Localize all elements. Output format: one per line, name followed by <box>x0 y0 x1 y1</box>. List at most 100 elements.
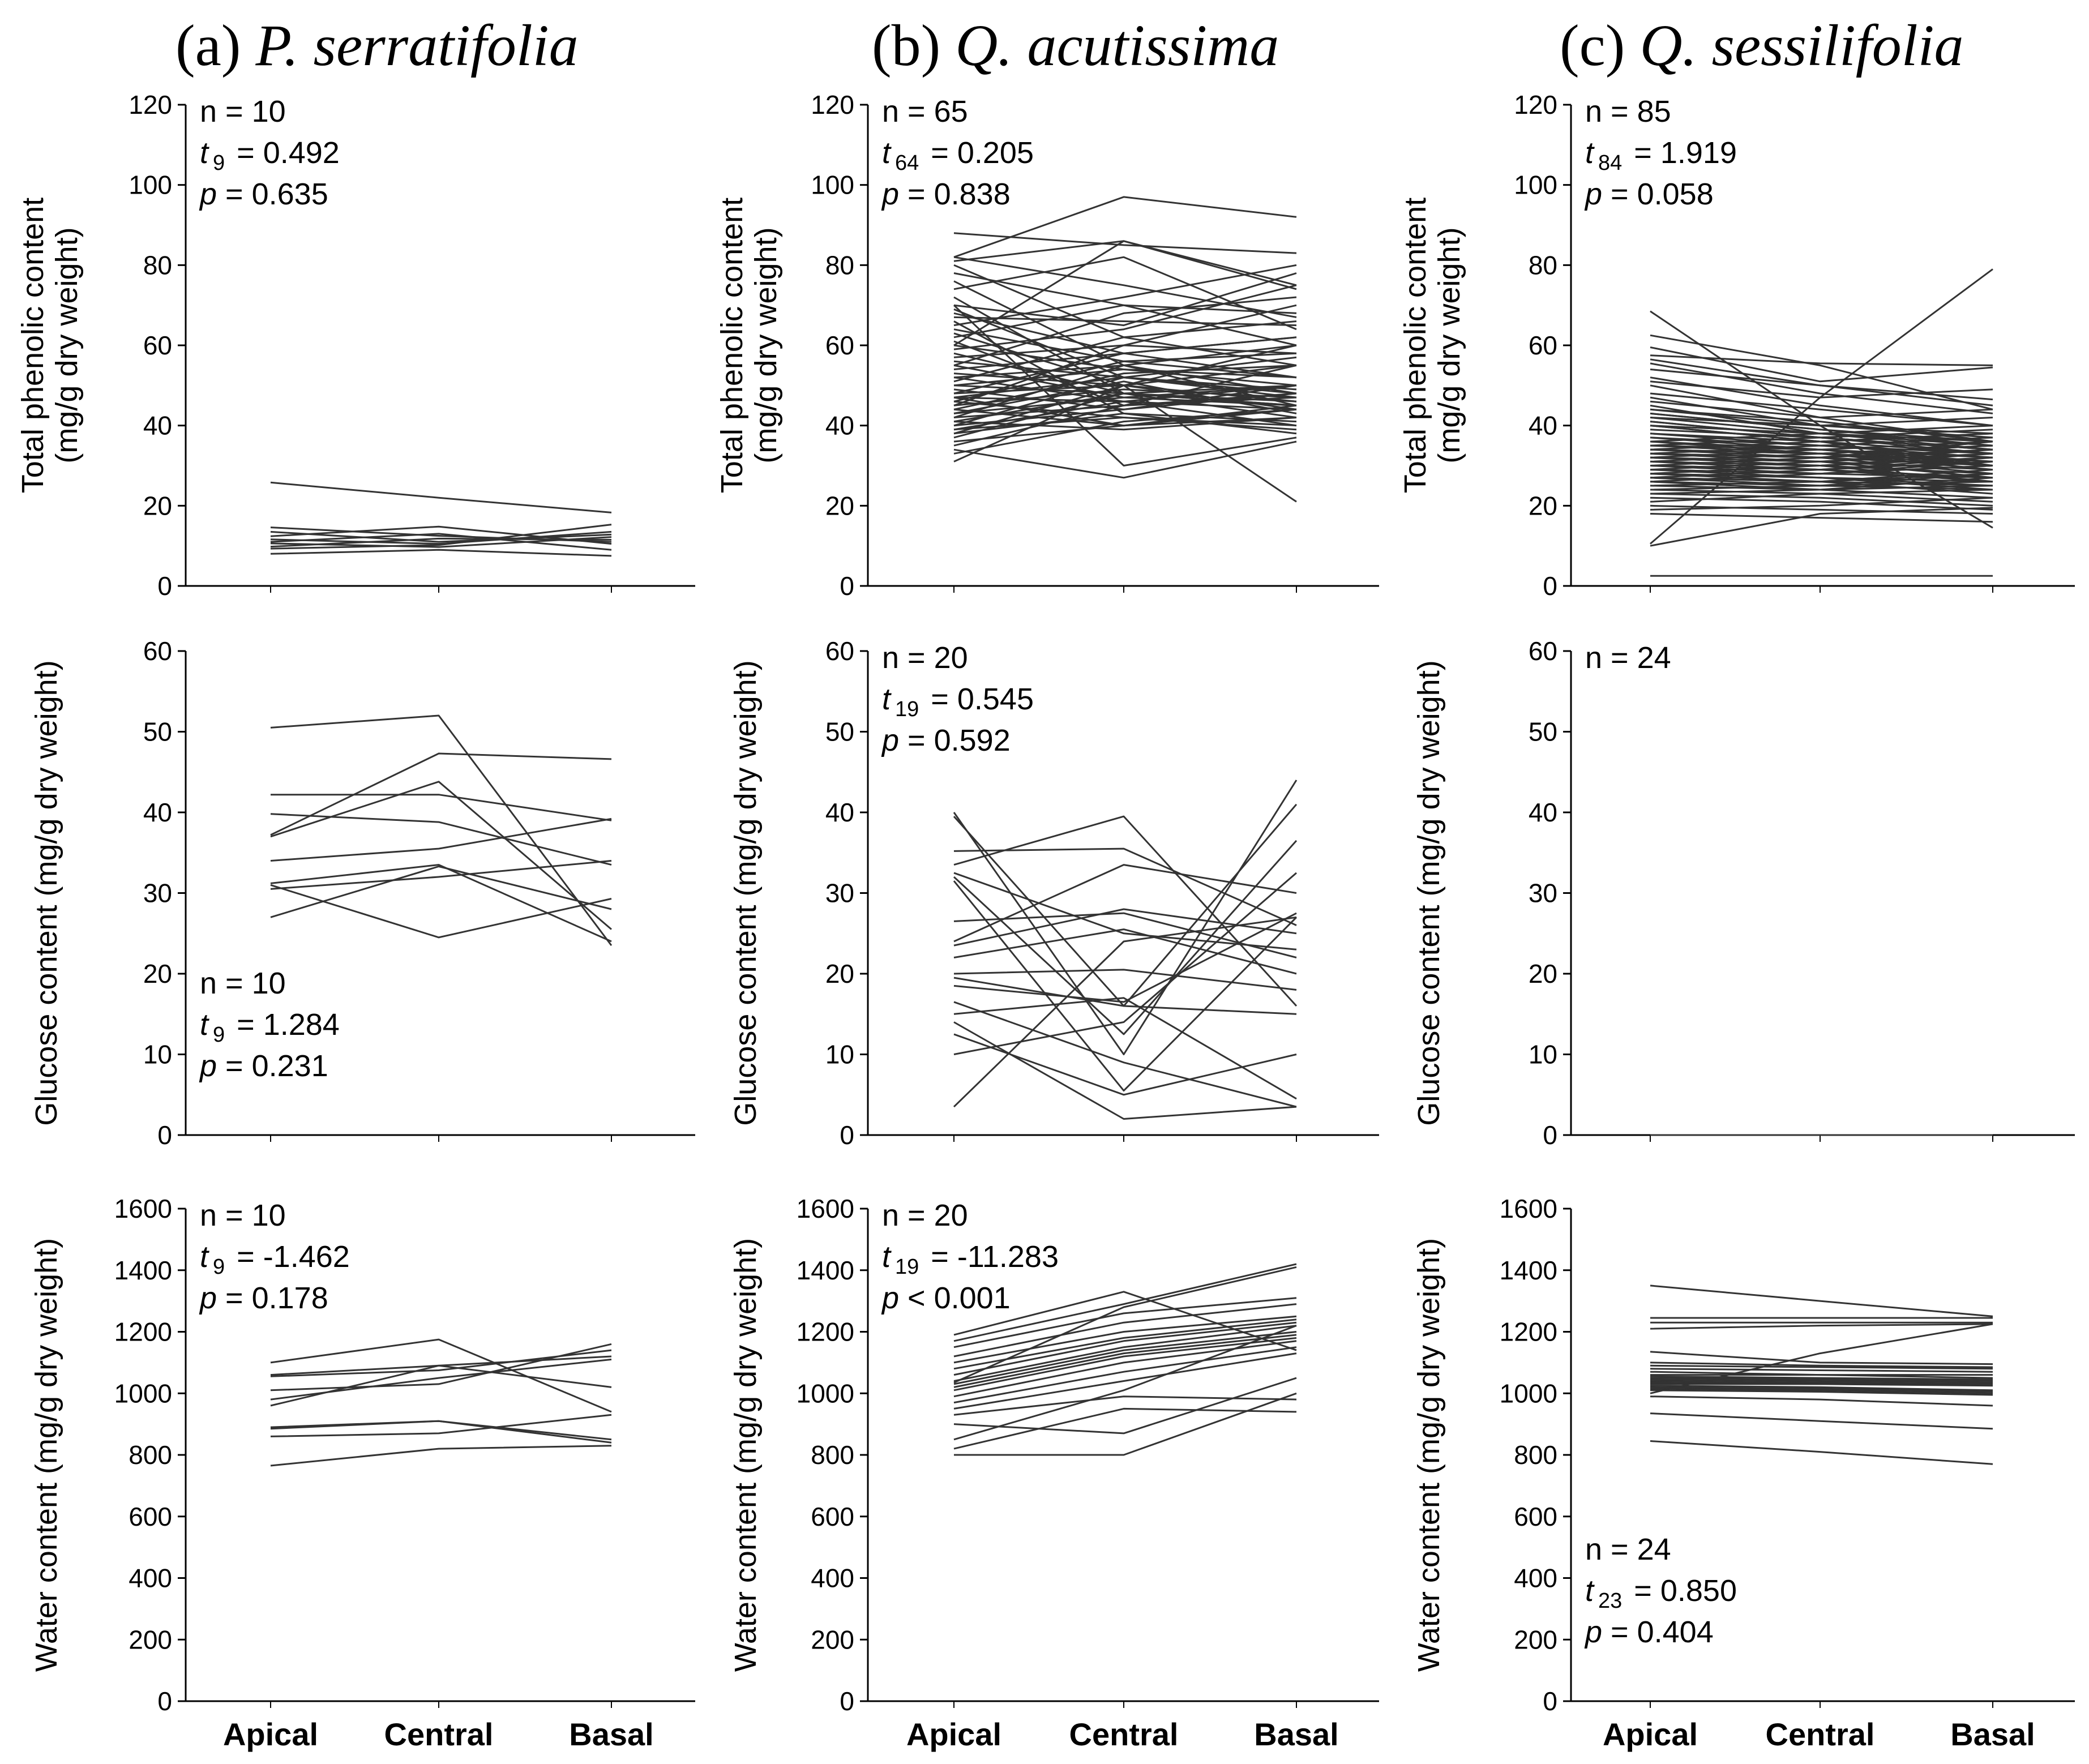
y-tick-label: 60 <box>143 331 172 360</box>
y-tick-label: 600 <box>129 1502 172 1531</box>
y-tick-label: 40 <box>143 411 172 440</box>
series-line <box>953 1033 1297 1096</box>
series-line <box>953 1318 1297 1370</box>
y-tick-label: 1000 <box>797 1378 854 1408</box>
y-tick-label: 100 <box>129 170 172 200</box>
series-line <box>1650 473 1993 487</box>
stat-n: n = 10 <box>200 95 286 129</box>
series-line <box>953 1334 1297 1388</box>
y-tick-label: 800 <box>1514 1440 1557 1470</box>
series-line <box>1650 440 1993 459</box>
y-axis-label: Glucose content (mg/g dry weight) <box>729 660 763 1125</box>
stat-p-value: = 0.231 <box>217 1049 328 1083</box>
y-tick-label: 1200 <box>1500 1317 1557 1347</box>
y-tick-label: 60 <box>1529 331 1557 360</box>
series-line <box>953 305 1297 466</box>
series-line <box>953 320 1297 383</box>
y-axis-label-line: Water content (mg/g dry weight) <box>29 1238 63 1672</box>
series-line <box>953 912 1297 1003</box>
series-line <box>953 847 1297 926</box>
stat-t-df: 64 <box>895 151 919 175</box>
series-line <box>270 1343 612 1391</box>
y-axis-label-line: (mg/g dry weight) <box>749 227 783 463</box>
y-axis-label: Total phenolic content(mg/g dry weight) <box>715 198 783 493</box>
stat-p: p = 0.178 <box>199 1281 328 1315</box>
x-category-label: Basal <box>569 1716 653 1752</box>
y-tick-label: 120 <box>811 90 854 119</box>
y-tick-label: 1000 <box>114 1378 172 1408</box>
stat-t-value: = 0.850 <box>1625 1574 1737 1608</box>
series-line <box>1650 1386 1993 1393</box>
y-tick-label: 10 <box>1529 1040 1557 1069</box>
series-line <box>953 392 1297 439</box>
series-line <box>1650 465 1993 483</box>
stat-p-value: = 0.404 <box>1602 1615 1714 1649</box>
y-tick-label: 50 <box>825 717 854 747</box>
y-tick-label: 80 <box>143 250 172 280</box>
stat-t: t 19 = -11.283 <box>882 1240 1059 1279</box>
series-line <box>1650 1375 1993 1381</box>
series-line <box>953 256 1297 318</box>
stat-t-df: 9 <box>213 151 225 175</box>
series-line <box>1650 444 1993 463</box>
y-tick-label: 800 <box>811 1440 854 1470</box>
column-title-c: (c) Q. sessilifolia <box>1560 13 1964 78</box>
column-title-b-prefix: (b) <box>872 13 955 78</box>
series-line <box>953 803 1298 1007</box>
series-line <box>1650 1377 1993 1382</box>
series-line <box>953 384 1297 503</box>
series-line <box>953 1395 1297 1416</box>
series-line <box>953 928 1297 975</box>
series-line <box>270 817 612 862</box>
column-title-b-species: Q. acutissima <box>955 13 1279 78</box>
y-tick-label: 40 <box>143 798 172 827</box>
series-line <box>953 997 1297 1100</box>
series-line <box>953 872 1297 950</box>
y-tick-label: 600 <box>1514 1502 1557 1531</box>
series-line <box>953 1266 1297 1384</box>
series-line <box>953 296 1297 366</box>
series-line <box>953 440 1297 479</box>
series-line <box>953 356 1297 427</box>
series-line <box>953 864 1297 943</box>
x-category-label: Central <box>1766 1716 1875 1752</box>
y-tick-label: 400 <box>1514 1564 1557 1593</box>
stat-p: p = 0.058 <box>1584 177 1714 211</box>
series-line <box>953 272 1297 346</box>
y-axis-label-line: Total phenolic content <box>715 198 749 493</box>
y-tick-label: 0 <box>1543 571 1557 601</box>
y-tick-label: 200 <box>129 1625 172 1654</box>
panel-a-phenolic: 0 20 40 60 80 100 120 Total phenolic content(mg… <box>16 90 695 601</box>
series-line <box>270 549 612 557</box>
series-line <box>953 1021 1297 1120</box>
series-line <box>1650 507 1993 547</box>
stat-t-df: 9 <box>213 1255 225 1279</box>
stat-p-symbol: p <box>1584 1615 1602 1649</box>
stat-p-value: = 0.592 <box>899 723 1011 757</box>
stat-p-value: = 0.838 <box>899 177 1011 211</box>
y-axis-label: Water content (mg/g dry weight) <box>729 1238 763 1672</box>
y-tick-label: 20 <box>1529 491 1557 520</box>
series-line <box>953 304 1297 406</box>
series-line <box>270 813 612 866</box>
series-line <box>1650 408 1993 439</box>
stat-n: n = 20 <box>882 1198 968 1232</box>
series-line <box>270 530 612 543</box>
series-line <box>270 525 612 545</box>
series-line <box>1650 436 1993 455</box>
y-tick-label: 80 <box>825 250 854 280</box>
y-tick-label: 1600 <box>797 1194 854 1223</box>
panel-b-water: 0 200 400 600 800 1000 1200 1400 1600 Apical Centr… <box>729 1194 1379 1752</box>
y-tick-label: 20 <box>825 959 854 988</box>
series-line <box>1650 1368 1993 1373</box>
series-line <box>270 866 612 918</box>
stat-t-value: = 0.205 <box>922 136 1034 170</box>
series-line <box>953 396 1297 427</box>
y-tick-label: 1400 <box>1500 1256 1557 1285</box>
stat-p-symbol: p <box>881 177 899 211</box>
series-line <box>270 752 612 836</box>
series-line <box>953 840 1298 1035</box>
y-tick-label: 0 <box>1543 1686 1557 1716</box>
column-title-c-prefix: (c) <box>1560 13 1639 78</box>
